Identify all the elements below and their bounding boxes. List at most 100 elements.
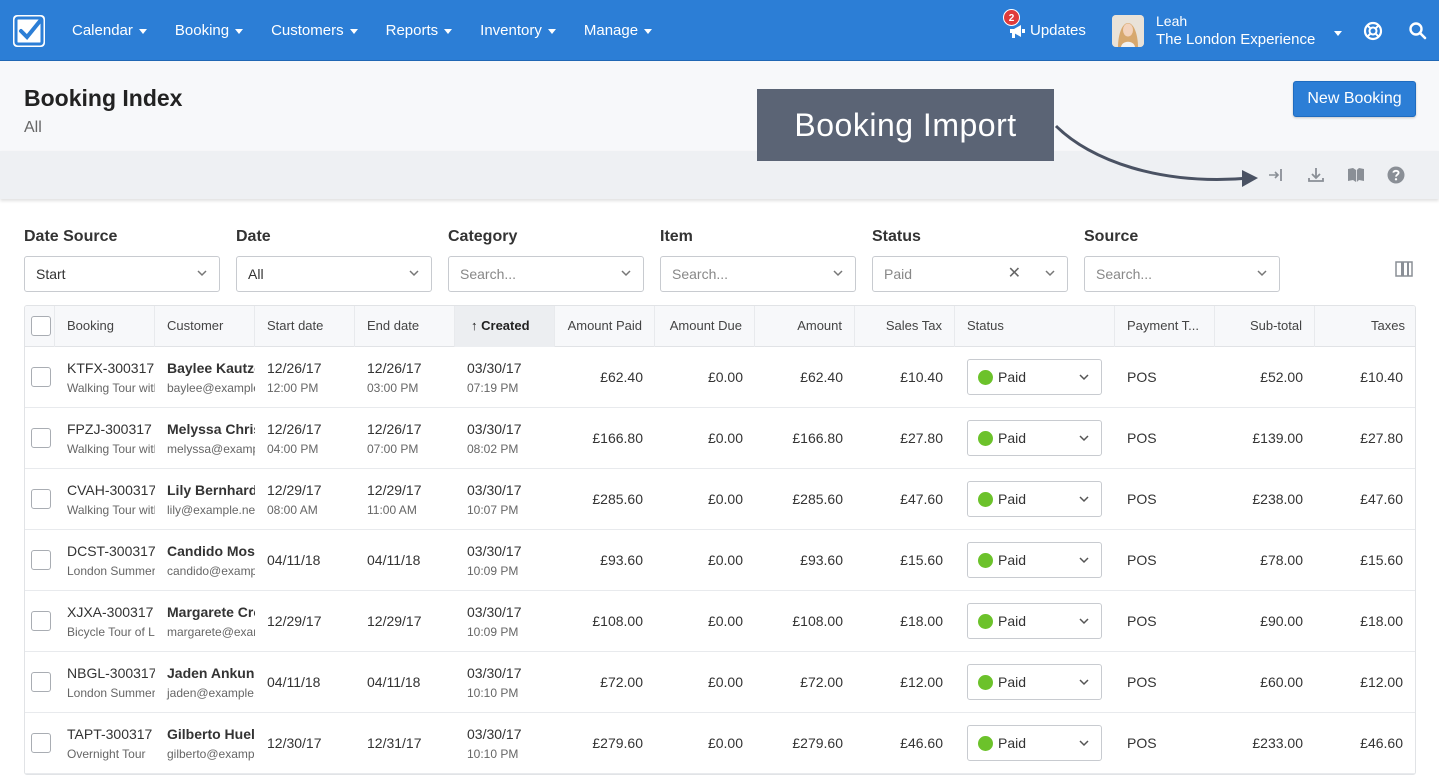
column-header-end-date[interactable]: End date <box>355 306 455 347</box>
booking-code[interactable]: DCST-300317 <box>67 543 155 559</box>
customer-name[interactable]: Baylee Kautzer <box>167 360 255 376</box>
booking-code[interactable]: NBGL-300317 <box>67 665 155 681</box>
column-header-amount[interactable]: Amount <box>755 306 855 347</box>
column-header-customer[interactable]: Customer <box>155 306 255 347</box>
item-search-select[interactable]: Search... <box>660 256 856 292</box>
select-all-checkbox[interactable] <box>31 316 51 336</box>
book-icon[interactable] <box>1346 165 1366 185</box>
booking-cell[interactable]: DCST-300317 London Summer Tour <box>55 530 155 591</box>
booking-code[interactable]: CVAH-300317 <box>67 482 155 498</box>
column-header-status[interactable]: Status <box>955 306 1115 347</box>
column-header-taxes[interactable]: Taxes <box>1315 306 1415 347</box>
lifebuoy-help-icon[interactable] <box>1363 21 1383 41</box>
status-select[interactable]: Paid <box>967 542 1102 578</box>
date-source-select[interactable]: Start <box>24 256 220 292</box>
columns-toggle-icon[interactable] <box>1395 260 1413 278</box>
customer-name[interactable]: Lily Bernhard <box>167 482 255 498</box>
app-logo-checkmark-icon[interactable] <box>13 15 45 47</box>
column-header-amount-paid[interactable]: Amount Paid <box>555 306 655 347</box>
column-header-start-date[interactable]: Start date <box>255 306 355 347</box>
search-icon[interactable] <box>1408 21 1428 41</box>
nav-menu-reports[interactable]: Reports <box>372 22 467 39</box>
column-header-sales-tax[interactable]: Sales Tax <box>855 306 955 347</box>
created-time: 08:02 PM <box>467 442 519 456</box>
column-header-payment-type[interactable]: Payment T... <box>1115 306 1215 347</box>
nav-menu-inventory[interactable]: Inventory <box>466 22 570 39</box>
booking-cell[interactable]: FPZJ-300317 Walking Tour with Guide <box>55 408 155 469</box>
status-paid-dot-icon <box>978 431 993 446</box>
table-row[interactable]: FPZJ-300317 Walking Tour with Guide Mely… <box>25 408 1415 469</box>
new-booking-button[interactable]: New Booking <box>1293 81 1416 117</box>
sales-tax: £18.00 <box>900 613 943 629</box>
row-select-cell <box>25 652 55 713</box>
column-label: Start date <box>267 318 324 333</box>
source-search-select[interactable]: Search... <box>1084 256 1280 292</box>
column-header-booking[interactable]: Booking <box>55 306 155 347</box>
updates-button[interactable]: Updates <box>1008 0 1086 61</box>
nav-menu-booking[interactable]: Booking <box>161 22 257 39</box>
clear-icon[interactable]: ✕ <box>1007 265 1021 282</box>
customer-cell[interactable]: Gilberto Huel gilberto@example.net <box>155 713 255 774</box>
status-select[interactable]: Paid <box>967 420 1102 456</box>
booking-code[interactable]: KTFX-300317 <box>67 360 155 376</box>
user-avatar[interactable] <box>1112 15 1144 47</box>
user-menu-caret-icon[interactable] <box>1334 31 1342 36</box>
booking-code[interactable]: TAPT-300317 <box>67 726 153 742</box>
date-select[interactable]: All <box>236 256 432 292</box>
status-select[interactable]: Paid <box>967 481 1102 517</box>
column-header-amount-due[interactable]: Amount Due <box>655 306 755 347</box>
category-search-select[interactable]: Search... <box>448 256 644 292</box>
customer-name[interactable]: Gilberto Huel <box>167 726 255 742</box>
customer-name[interactable]: Jaden Ankunding <box>167 665 255 681</box>
select-placeholder: Search... <box>672 266 729 282</box>
nav-menu-manage[interactable]: Manage <box>570 22 666 39</box>
customer-cell[interactable]: Baylee Kautzer baylee@example.net <box>155 347 255 408</box>
row-checkbox[interactable] <box>31 550 51 570</box>
status-select[interactable]: Paid <box>967 603 1102 639</box>
customer-cell[interactable]: Melyssa Christiansen melyssa@example.net <box>155 408 255 469</box>
table-row[interactable]: KTFX-300317 Walking Tour with Guide Bayl… <box>25 347 1415 408</box>
customer-cell[interactable]: Candido Mosciski candido@example.net <box>155 530 255 591</box>
table-row[interactable]: TAPT-300317 Overnight Tour Gilberto Huel… <box>25 713 1415 774</box>
booking-cell[interactable]: CVAH-300317 Walking Tour with Guide <box>55 469 155 530</box>
customer-name[interactable]: Melyssa Christiansen <box>167 421 255 437</box>
status-select[interactable]: Paid <box>967 725 1102 761</box>
created: 03/30/17 <box>467 604 522 620</box>
row-checkbox[interactable] <box>31 489 51 509</box>
customer-name[interactable]: Candido Mosciski <box>167 543 255 559</box>
import-icon[interactable] <box>1266 165 1286 185</box>
nav-menu-calendar[interactable]: Calendar <box>58 22 161 39</box>
booking-code[interactable]: XJXA-300317 <box>67 604 154 620</box>
help-circle-icon[interactable] <box>1386 165 1406 185</box>
booking-cell[interactable]: NBGL-300317 London Summer Tour <box>55 652 155 713</box>
sales-tax-cell: £27.80 <box>855 408 955 469</box>
customer-name[interactable]: Margarete Cronin <box>167 604 255 620</box>
table-row[interactable]: CVAH-300317 Walking Tour with Guide Lily… <box>25 469 1415 530</box>
status-select[interactable]: Paid ✕ <box>872 256 1068 292</box>
user-menu[interactable]: Leah The London Experience <box>1156 12 1324 50</box>
chevron-down-icon <box>1079 679 1089 686</box>
created: 03/30/17 <box>467 360 522 376</box>
customer-cell[interactable]: Lily Bernhard lily@example.net <box>155 469 255 530</box>
row-checkbox[interactable] <box>31 733 51 753</box>
nav-menu-customers[interactable]: Customers <box>257 22 372 39</box>
customer-cell[interactable]: Margarete Cronin margarete@example.net <box>155 591 255 652</box>
row-checkbox[interactable] <box>31 367 51 387</box>
table-row[interactable]: XJXA-300317 Bicycle Tour of London Marga… <box>25 591 1415 652</box>
status-select[interactable]: Paid <box>967 359 1102 395</box>
download-icon[interactable] <box>1306 165 1326 185</box>
row-checkbox[interactable] <box>31 611 51 631</box>
booking-code[interactable]: FPZJ-300317 <box>67 421 152 437</box>
customer-cell[interactable]: Jaden Ankunding jaden@example.net <box>155 652 255 713</box>
row-checkbox[interactable] <box>31 672 51 692</box>
booking-cell[interactable]: TAPT-300317 Overnight Tour <box>55 713 155 774</box>
booking-cell[interactable]: KTFX-300317 Walking Tour with Guide <box>55 347 155 408</box>
row-checkbox[interactable] <box>31 428 51 448</box>
table-row[interactable]: NBGL-300317 London Summer Tour Jaden Ank… <box>25 652 1415 713</box>
status-select[interactable]: Paid <box>967 664 1102 700</box>
filter-status: Status Paid ✕ <box>872 228 1068 292</box>
column-header-created[interactable]: ↑ Created <box>455 306 555 347</box>
table-row[interactable]: DCST-300317 London Summer Tour Candido M… <box>25 530 1415 591</box>
booking-cell[interactable]: XJXA-300317 Bicycle Tour of London <box>55 591 155 652</box>
column-header-subtotal[interactable]: Sub-total <box>1215 306 1315 347</box>
